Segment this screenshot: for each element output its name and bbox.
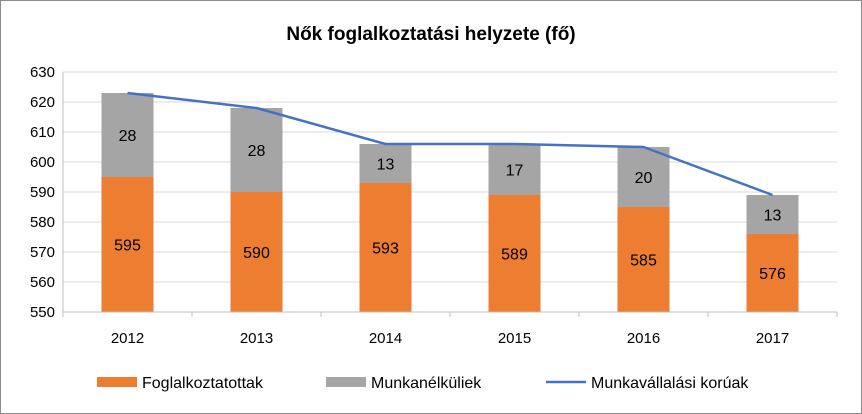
data-label-munkanelkuliek: 13: [764, 208, 782, 225]
chart-title: Nők foglalkoztatási helyzete (fő): [286, 24, 575, 45]
data-label-munkanelkuliek: 28: [248, 143, 266, 160]
legend-label: Munkavállalási korúak: [591, 375, 749, 392]
x-axis: 2012 2013 2014 2015 2016 2017: [62, 311, 838, 347]
y-tick-label: 620: [30, 94, 55, 111]
data-label-foglalkoztatottak: 595: [114, 238, 141, 255]
data-label-munkanelkuliek: 13: [377, 157, 395, 174]
bar-foglalkoztatottak: [230, 192, 283, 312]
legend-label: Foglalkoztatottak: [142, 375, 264, 392]
x-tick-label: 2014: [369, 330, 402, 347]
data-label-foglalkoztatottak: 589: [501, 247, 528, 264]
bar-foglalkoztatottak: [359, 183, 412, 312]
y-tick-label: 580: [30, 214, 55, 231]
data-label-foglalkoztatottak: 576: [759, 266, 786, 283]
y-tick-label: 570: [30, 244, 55, 261]
y-tick-label: 600: [30, 154, 55, 171]
y-axis: 550 560 570 580 590 600 610 620 630: [30, 64, 64, 321]
bar-munkanelkuliek: [230, 108, 283, 192]
y-tick-label: 630: [30, 64, 55, 81]
bar-foglalkoztatottak: [617, 207, 670, 312]
bar-munkanelkuliek: [101, 93, 154, 177]
y-tick-label: 550: [30, 304, 55, 321]
line-munkavallalasi-koruak: [127, 91, 773, 197]
x-tick-label: 2012: [111, 330, 144, 347]
bar-foglalkoztatottak: [101, 177, 154, 312]
legend-swatch: [326, 377, 366, 387]
legend-swatch: [97, 377, 137, 387]
bar-foglalkoztatottak: [746, 234, 799, 312]
x-tick-label: 2017: [756, 330, 789, 347]
x-tick-label: 2013: [240, 330, 273, 347]
legend-label: Munkanélküliek: [371, 375, 482, 392]
data-label-munkanelkuliek: 17: [506, 163, 524, 180]
data-label-munkanelkuliek: 20: [635, 170, 653, 187]
y-tick-label: 610: [30, 124, 55, 141]
bar-munkanelkuliek: [746, 195, 799, 234]
x-tick-label: 2015: [498, 330, 531, 347]
line-series: [127, 91, 773, 197]
bar-foglalkoztatottak: [488, 195, 541, 312]
bar-munkanelkuliek: [488, 144, 541, 195]
data-label-foglalkoztatottak: 590: [243, 245, 270, 262]
legend: Foglalkoztatottak Munkanélküliek Munkaváll…: [97, 375, 749, 392]
bar-munkanelkuliek: [359, 144, 412, 183]
y-tick-label: 590: [30, 184, 55, 201]
bar-munkanelkuliek: [617, 147, 670, 207]
y-tick-label: 560: [30, 274, 55, 291]
data-label-foglalkoztatottak: 593: [372, 241, 399, 258]
bars: 595 28 590 28 593 13 589 17 585 20 576 13: [101, 93, 799, 312]
x-tick-label: 2016: [627, 330, 660, 347]
data-label-foglalkoztatottak: 585: [630, 253, 657, 270]
gridlines: [63, 71, 837, 313]
data-label-munkanelkuliek: 28: [119, 128, 137, 145]
